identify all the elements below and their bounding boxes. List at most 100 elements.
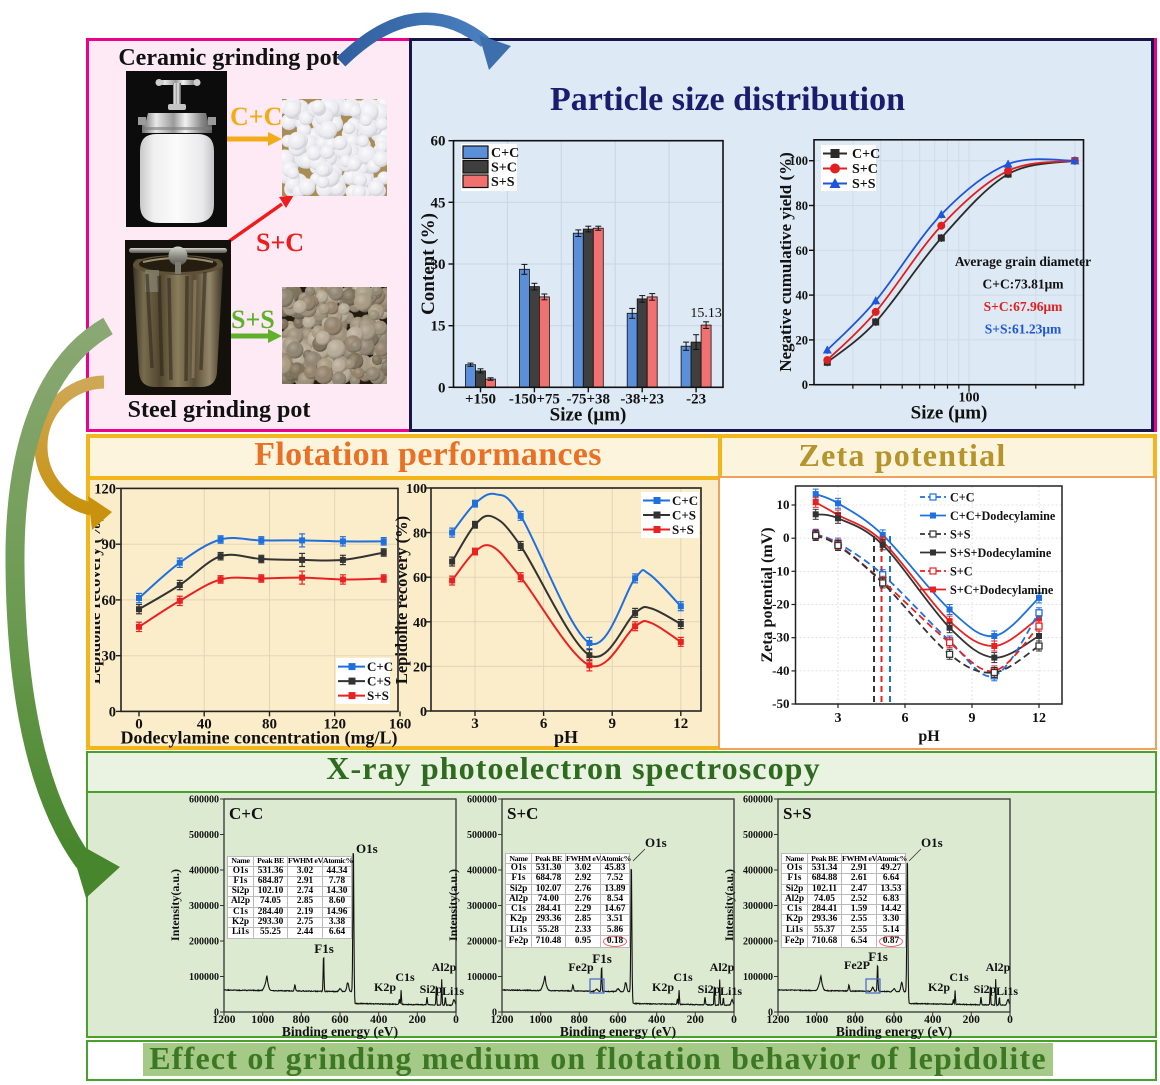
svg-text:-30: -30 bbox=[772, 630, 789, 645]
svg-text:Si2p: Si2p bbox=[420, 982, 443, 996]
svg-text:Binding energy (eV): Binding energy (eV) bbox=[560, 1024, 676, 1039]
svg-text:1200: 1200 bbox=[213, 1014, 236, 1026]
svg-text:300000: 300000 bbox=[743, 901, 773, 912]
svg-text:200: 200 bbox=[409, 1014, 427, 1026]
svg-text:Intensity(a.u.): Intensity(a.u.) bbox=[446, 869, 460, 941]
svg-text:Lepidolite recovery (%): Lepidolite recovery (%) bbox=[392, 516, 411, 684]
svg-text:6: 6 bbox=[902, 711, 909, 726]
svg-text:Fe2P: Fe2P bbox=[844, 958, 870, 972]
svg-text:200000: 200000 bbox=[743, 937, 773, 948]
svg-text:100000: 100000 bbox=[189, 972, 219, 983]
svg-text:Binding energy (eV): Binding energy (eV) bbox=[836, 1024, 952, 1039]
svg-text:100: 100 bbox=[959, 391, 980, 406]
svg-text:800: 800 bbox=[847, 1014, 865, 1026]
svg-text:S+C: S+C bbox=[491, 161, 517, 176]
svg-text:S+S: S+S bbox=[491, 175, 515, 190]
svg-text:S+S: S+S bbox=[950, 528, 971, 542]
svg-text:12: 12 bbox=[1032, 711, 1046, 726]
svg-text:-75+38: -75+38 bbox=[567, 391, 611, 407]
svg-text:0: 0 bbox=[135, 716, 143, 732]
svg-text:0: 0 bbox=[802, 378, 808, 392]
svg-text:60: 60 bbox=[413, 571, 427, 586]
svg-text:600000: 600000 bbox=[467, 795, 497, 806]
svg-text:S+S: S+S bbox=[783, 804, 812, 823]
svg-text:600000: 600000 bbox=[743, 795, 773, 806]
svg-text:F1s: F1s bbox=[314, 941, 334, 956]
svg-text:60: 60 bbox=[796, 244, 809, 258]
svg-text:40: 40 bbox=[413, 616, 427, 631]
svg-text:9: 9 bbox=[608, 716, 616, 732]
svg-text:Li1s: Li1s bbox=[442, 984, 464, 998]
svg-text:-23: -23 bbox=[686, 391, 706, 407]
svg-text:1000: 1000 bbox=[805, 1014, 828, 1026]
svg-text:C1s: C1s bbox=[395, 970, 415, 984]
svg-text:C+C: C+C bbox=[852, 147, 880, 162]
svg-text:1000: 1000 bbox=[251, 1014, 274, 1026]
svg-text:3: 3 bbox=[471, 716, 479, 732]
svg-text:80: 80 bbox=[262, 716, 277, 732]
svg-text:0: 0 bbox=[420, 705, 427, 720]
svg-text:C+C: C+C bbox=[491, 146, 519, 161]
svg-text:0: 0 bbox=[492, 1008, 497, 1019]
svg-text:Li1s: Li1s bbox=[720, 984, 742, 998]
svg-text:C+C: C+C bbox=[950, 491, 975, 505]
svg-text:600: 600 bbox=[885, 1014, 903, 1026]
svg-text:200: 200 bbox=[963, 1014, 981, 1026]
svg-text:Al2p: Al2p bbox=[432, 960, 457, 974]
svg-text:200000: 200000 bbox=[189, 937, 219, 948]
svg-text:0: 0 bbox=[109, 704, 116, 720]
svg-text:S+S: S+S bbox=[672, 522, 694, 537]
svg-text:Si2p: Si2p bbox=[698, 982, 721, 996]
svg-text:500000: 500000 bbox=[743, 830, 773, 841]
svg-text:400: 400 bbox=[648, 1014, 666, 1026]
svg-text:C+S: C+S bbox=[367, 674, 391, 689]
svg-text:12: 12 bbox=[673, 716, 688, 732]
svg-text:+150: +150 bbox=[465, 391, 496, 407]
svg-text:Size (μm): Size (μm) bbox=[550, 404, 627, 425]
svg-text:300000: 300000 bbox=[467, 901, 497, 912]
svg-text:200: 200 bbox=[687, 1014, 705, 1026]
svg-text:S+S:61.23μm: S+S:61.23μm bbox=[985, 322, 1062, 337]
svg-text:K2p: K2p bbox=[928, 980, 950, 994]
svg-text:1200: 1200 bbox=[767, 1014, 790, 1026]
svg-text:300000: 300000 bbox=[189, 901, 219, 912]
svg-text:400000: 400000 bbox=[189, 866, 219, 877]
svg-text:100000: 100000 bbox=[743, 972, 773, 983]
svg-text:30: 30 bbox=[431, 257, 446, 273]
svg-text:-40: -40 bbox=[772, 663, 789, 678]
svg-text:Li1s: Li1s bbox=[996, 984, 1018, 998]
svg-text:0: 0 bbox=[768, 1008, 773, 1019]
svg-text:S+C: S+C bbox=[950, 565, 973, 579]
svg-text:S+C:67.96μm: S+C:67.96μm bbox=[984, 299, 1063, 314]
svg-text:C+C: C+C bbox=[367, 659, 393, 674]
svg-text:0: 0 bbox=[453, 1014, 459, 1026]
svg-text:100: 100 bbox=[789, 154, 808, 168]
svg-text:1200: 1200 bbox=[491, 1014, 514, 1026]
svg-text:45: 45 bbox=[431, 195, 446, 211]
svg-text:O1s: O1s bbox=[356, 841, 378, 856]
svg-text:C+C+Dodecylamine: C+C+Dodecylamine bbox=[950, 509, 1056, 523]
svg-text:0: 0 bbox=[438, 380, 446, 396]
svg-text:C+C:73.81μm: C+C:73.81μm bbox=[983, 277, 1065, 292]
svg-text:Al2p: Al2p bbox=[710, 960, 735, 974]
svg-text:500000: 500000 bbox=[467, 830, 497, 841]
svg-text:6: 6 bbox=[540, 716, 548, 732]
svg-text:400: 400 bbox=[924, 1014, 942, 1026]
svg-text:600: 600 bbox=[331, 1014, 349, 1026]
svg-text:Size (μm): Size (μm) bbox=[911, 403, 988, 424]
svg-text:0: 0 bbox=[1007, 1014, 1013, 1026]
svg-text:600: 600 bbox=[609, 1014, 627, 1026]
svg-text:F1s: F1s bbox=[592, 951, 612, 966]
svg-text:160: 160 bbox=[389, 716, 412, 732]
svg-text:-20: -20 bbox=[772, 597, 789, 612]
svg-text:C+C: C+C bbox=[672, 493, 698, 508]
svg-text:100: 100 bbox=[406, 482, 427, 497]
svg-text:S+C+Dodecylamine: S+C+Dodecylamine bbox=[950, 583, 1054, 597]
svg-text:400000: 400000 bbox=[467, 866, 497, 877]
svg-text:20: 20 bbox=[413, 660, 427, 675]
svg-text:pH: pH bbox=[554, 727, 578, 747]
svg-text:0: 0 bbox=[731, 1014, 737, 1026]
svg-text:S+S+Dodecylamine: S+S+Dodecylamine bbox=[950, 546, 1052, 560]
svg-text:C1s: C1s bbox=[673, 970, 693, 984]
svg-text:-150+75: -150+75 bbox=[509, 391, 560, 407]
